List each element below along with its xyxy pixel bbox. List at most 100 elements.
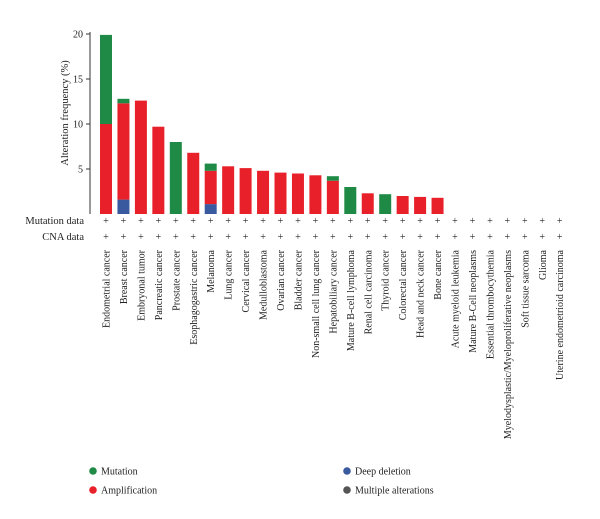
category-label: Head and neck cancer [416, 249, 427, 338]
category-labels: Endometrial cancer Breast cancer Embryonal… [102, 249, 567, 439]
bar-amplification [204, 170, 217, 205]
row-mark: + [121, 232, 127, 243]
legend-label: Amplification [101, 486, 157, 497]
bar-amplification [187, 152, 200, 214]
bar-amplification [152, 126, 165, 214]
row-mark: + [400, 216, 406, 227]
category-label: Non-small cell lung cancer [311, 249, 322, 358]
category-label: Endometrial cancer [102, 249, 113, 328]
bar-amplification [134, 100, 147, 214]
category-label: Melanoma [206, 249, 217, 292]
bar-amplification [257, 170, 270, 214]
bar-mutation [169, 142, 182, 214]
y-axis: 5 10 15 20 [73, 30, 91, 214]
bars [100, 34, 444, 214]
row-mark: + [505, 216, 511, 227]
bar-amplification [291, 173, 304, 214]
bar-mutation [100, 34, 112, 124]
category-label: Acute myeloid leukemia [451, 249, 462, 348]
category-label: Myelodysplastic/Myeloproliferative neopl… [503, 250, 514, 439]
bar-amplification [431, 197, 444, 214]
bar-mutation [204, 163, 217, 171]
category-label: Mature B-Cell neoplasms [468, 250, 479, 353]
row-mark: + [557, 232, 563, 243]
y-tick-label: 15 [73, 75, 83, 86]
bar-mutation [344, 187, 357, 214]
row-mark: + [243, 232, 249, 243]
row-mark: + [365, 232, 371, 243]
row-mark: + [313, 232, 319, 243]
row-mark: + [522, 232, 528, 243]
bar-amplification [396, 196, 409, 214]
category-label: Bone cancer [433, 249, 444, 299]
row-mark: + [470, 216, 476, 227]
row-mark: + [225, 216, 231, 227]
category-label: Soft tissue sarcoma [520, 249, 531, 327]
bar-amplification [326, 180, 339, 214]
category-label: Lung cancer [224, 249, 235, 299]
category-label: Esophagogastric cancer [189, 249, 200, 344]
row-mark: + [190, 232, 196, 243]
row-mark: + [347, 216, 353, 227]
row-mark: + [138, 232, 144, 243]
legend: Mutation Deep deletion Amplification Multip… [89, 467, 434, 497]
bar-deep-deletion [204, 204, 217, 214]
y-tick-label: 10 [73, 120, 83, 131]
category-label: Prostate cancer [171, 249, 182, 310]
legend-marker [343, 486, 351, 494]
row-mark: + [365, 216, 371, 227]
bar-deep-deletion [117, 199, 130, 214]
row-mark: + [417, 216, 423, 227]
y-axis-label: Alteration frequency (%) [60, 60, 71, 166]
row-mark: + [330, 216, 336, 227]
row-mark: + [313, 216, 319, 227]
row-mark: + [539, 216, 545, 227]
row-mark: + [557, 216, 563, 227]
row-mark: + [138, 216, 144, 227]
row-mark: + [121, 216, 127, 227]
row-mark: + [208, 216, 214, 227]
row-mark: + [330, 232, 336, 243]
category-label: Cervical cancer [241, 249, 252, 312]
legend-marker [343, 467, 351, 475]
row-mark: + [103, 232, 109, 243]
category-label: Hepatobiliary cancer [328, 249, 339, 333]
bar-amplification [239, 168, 252, 214]
row-mark: + [278, 216, 284, 227]
row-mark: + [382, 232, 388, 243]
row-mark: + [190, 216, 196, 227]
bar-mutation [117, 98, 130, 104]
row-mark: + [243, 216, 249, 227]
category-label: Ovarian cancer [276, 249, 287, 310]
bar-amplification [222, 166, 235, 214]
row-mark: + [156, 232, 162, 243]
row-mark: + [260, 232, 266, 243]
category-label: Pancreatic cancer [154, 249, 165, 320]
row-mark: + [260, 216, 266, 227]
row-mark: + [156, 216, 162, 227]
legend-label: Multiple alterations [355, 486, 434, 497]
bar-mutation [326, 176, 339, 181]
category-label: Embryonal tumor [136, 249, 147, 320]
category-label: Uterine endometrioid carcinoma [555, 249, 566, 380]
category-label: Bladder cancer [293, 249, 304, 310]
row-mark: + [208, 232, 214, 243]
category-label: Essential thrombocythemia [485, 249, 496, 359]
row-mark: + [173, 216, 179, 227]
legend-label: Mutation [101, 467, 138, 478]
category-label: Colorectal cancer [398, 249, 409, 320]
row-mark: + [103, 216, 109, 227]
bar-amplification [414, 196, 427, 214]
row-mark: + [173, 232, 179, 243]
row-mark: + [225, 232, 231, 243]
row-label: Mutation data [25, 216, 84, 227]
row-label: CNA data [42, 232, 84, 243]
category-label: Mature B-cell lymphoma [346, 249, 357, 351]
row-mark: + [435, 216, 441, 227]
row-mark: + [470, 232, 476, 243]
bar-amplification [274, 172, 287, 214]
legend-label: Deep deletion [355, 467, 411, 478]
category-label: Glioma [538, 249, 549, 280]
category-label: Thyroid cancer [381, 249, 392, 310]
